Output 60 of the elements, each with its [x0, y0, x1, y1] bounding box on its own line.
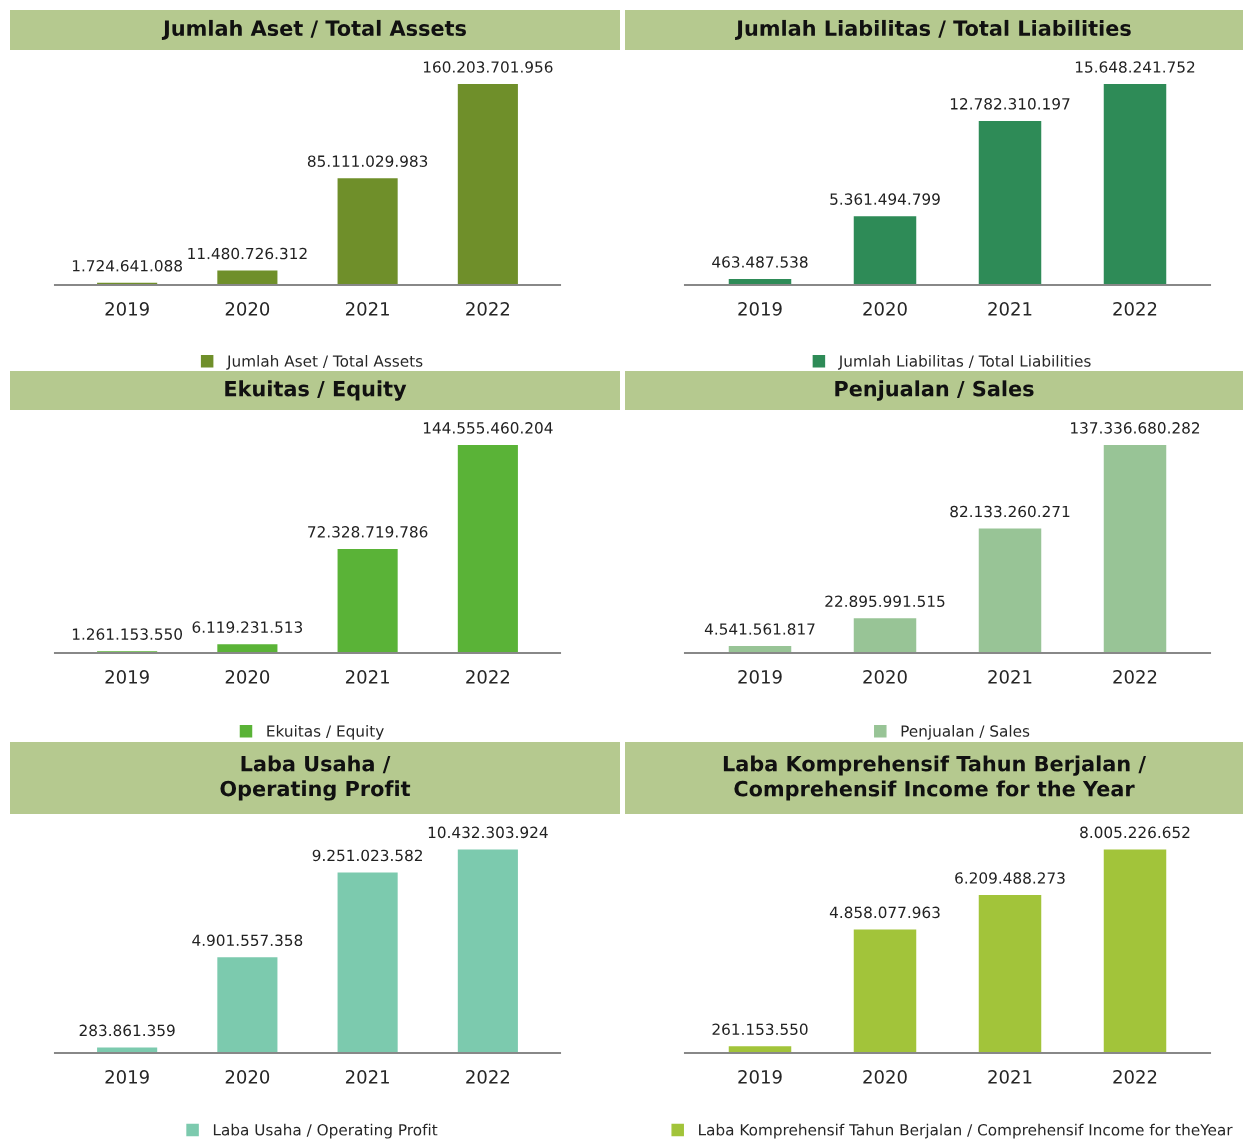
- data-label: 5.361.494.799: [830, 193, 940, 205]
- data-label: 4.901.557.358: [192, 934, 303, 947]
- chart-title: Ekuitas / Equity: [225, 380, 407, 401]
- x-tick-label: 2022: [1113, 301, 1157, 316]
- x-tick-label: 2020: [225, 301, 270, 316]
- legend-label: Laba Usaha / Operating Profit: [213, 1123, 438, 1139]
- data-label: 15.648.241.752: [1075, 61, 1195, 73]
- legend-label: Jumlah Liabilitas / Total Liabilities: [837, 355, 1091, 370]
- data-label: 463.487.538: [712, 256, 808, 268]
- data-label: 12.782.310.197: [950, 98, 1070, 110]
- data-label: 10.432.303.924: [428, 826, 548, 839]
- chart-title: Penjualan / Sales: [835, 380, 1034, 401]
- x-tick-label: 2019: [738, 301, 782, 316]
- x-tick-label: 2020: [225, 1069, 270, 1084]
- data-label: 1.261.153.550: [72, 628, 183, 640]
- legend-label: Jumlah Aset / Total Assets: [226, 355, 423, 370]
- data-label: 1.724.641.088: [72, 259, 182, 272]
- x-tick-label: 2019: [738, 669, 782, 684]
- chart-title: Jumlah Aset / Total Assets: [161, 19, 466, 40]
- data-label: 6.209.488.273: [955, 872, 1065, 884]
- x-tick-label: 2019: [738, 1069, 782, 1084]
- data-label: 6.119.231.513: [192, 621, 303, 633]
- x-tick-label: 2019: [105, 669, 149, 684]
- data-label: 283.861.359: [79, 1024, 175, 1037]
- x-tick-label: 2020: [863, 1069, 907, 1084]
- data-label: 82.133.260.271: [950, 505, 1070, 518]
- data-label: 137.336.680.282: [1071, 422, 1200, 434]
- x-tick-label: 2022: [466, 669, 510, 684]
- data-label: 8.005.226.652: [1080, 826, 1190, 839]
- x-tick-label: 2021: [345, 1069, 389, 1084]
- x-tick-label: 2021: [988, 1069, 1032, 1084]
- data-label: 261.153.550: [712, 1023, 808, 1036]
- data-label: 9.251.023.582: [312, 849, 422, 862]
- x-tick-label: 2019: [105, 301, 149, 316]
- x-tick-label: 2021: [988, 301, 1032, 316]
- data-label: 4.858.077.963: [829, 906, 940, 919]
- data-label: 160.203.701.956: [423, 61, 553, 73]
- chart-title: Laba Komprehensif Tahun Berjalan / Comprehensif Income for the Year: [723, 755, 1147, 801]
- data-label: 144.555.460.204: [423, 422, 553, 434]
- x-tick-label: 2019: [105, 1069, 149, 1084]
- x-tick-label: 2020: [863, 669, 907, 684]
- legend-label: Laba Komprehensif Tahun Berjalan / Comprehensif Income for theYear: [699, 1123, 1233, 1139]
- x-tick-label: 2021: [988, 669, 1032, 684]
- x-tick-label: 2020: [225, 669, 270, 684]
- x-tick-label: 2020: [863, 301, 907, 316]
- data-label: 72.328.719.786: [308, 526, 428, 538]
- legend-label: Ekuitas / Equity: [267, 725, 384, 740]
- chart-title: Laba Usaha / Operating Profit: [220, 755, 411, 801]
- data-label: 85.111.029.983: [307, 155, 428, 167]
- x-tick-label: 2022: [1113, 1069, 1157, 1084]
- x-tick-label: 2021: [345, 301, 389, 316]
- x-tick-label: 2022: [466, 1069, 510, 1084]
- x-tick-label: 2022: [466, 301, 510, 316]
- data-label: 22.895.991.515: [825, 595, 945, 608]
- data-label: 4.541.561.817: [704, 623, 815, 635]
- data-label: 11.480.726.312: [188, 247, 307, 260]
- legend-label: Penjualan / Sales: [901, 725, 1030, 740]
- x-tick-label: 2021: [345, 669, 389, 684]
- chart-title: Jumlah Liabilitas / Total Liabilities: [735, 19, 1131, 40]
- x-tick-label: 2022: [1113, 669, 1157, 684]
